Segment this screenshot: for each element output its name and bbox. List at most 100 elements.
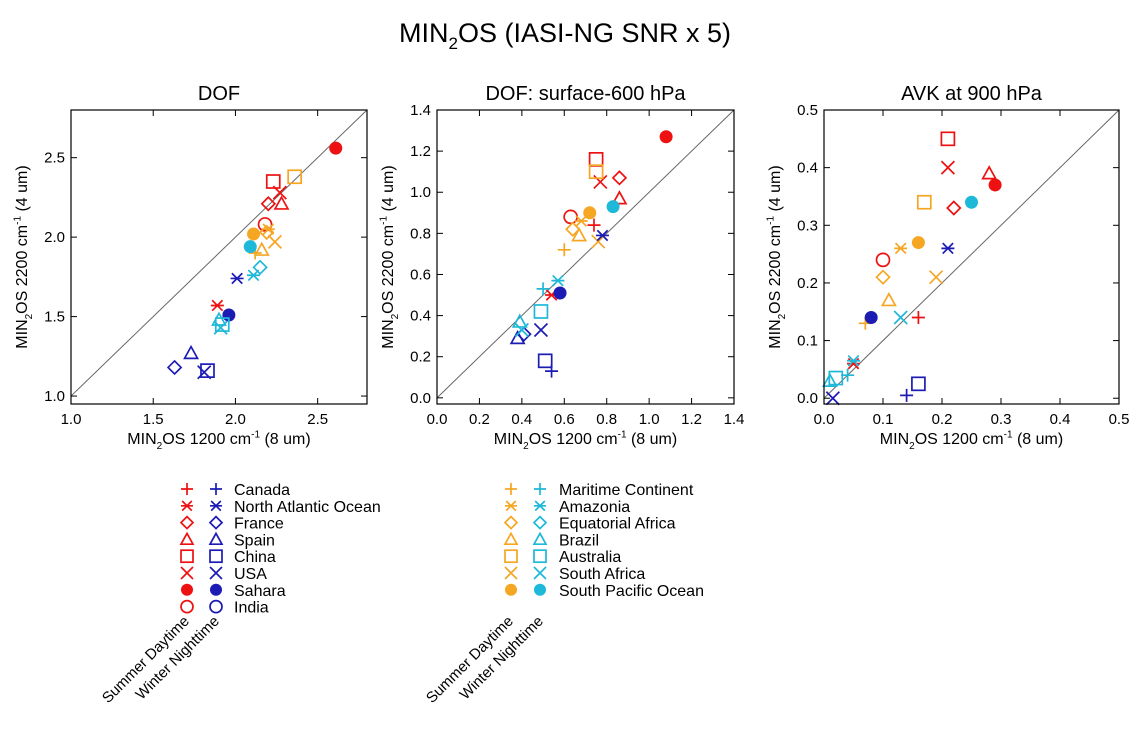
data-point-asterisk <box>210 299 224 312</box>
x-tick-label: 0.6 <box>554 411 575 428</box>
data-point-filled-circle <box>243 240 257 254</box>
data-point-plus <box>557 243 571 257</box>
x-tick-label: 0.0 <box>814 411 835 428</box>
legend-label: South Africa <box>559 566 645 583</box>
data-point-triangle <box>880 291 897 307</box>
data-point-x <box>893 310 908 325</box>
legend-marker-summer <box>181 583 193 596</box>
data-point-x <box>940 160 956 175</box>
figure-title-prefix: MIN <box>399 18 449 48</box>
data-point-diamond <box>252 259 268 276</box>
y-tick-label: 2.5 <box>44 150 65 167</box>
panels: DOF 1.0 1.5 2.0 2.5 1.0 1.5 2.0 2.5 MIN2OS 1200 c… <box>13 83 1130 452</box>
legend-marker-winter <box>209 549 223 564</box>
y-tick-label: 0.6 <box>410 266 431 283</box>
legend-entry: China <box>180 549 276 566</box>
scatter-panel-1: DOF 1.0 1.5 2.0 2.5 1.0 1.5 2.0 2.5 MIN2OS 1200 c… <box>13 83 368 452</box>
y-tick-label: 0.0 <box>797 390 818 407</box>
data-point-asterisk <box>941 242 955 255</box>
x-tick-label: 0.1 <box>873 411 894 428</box>
data-point-square <box>287 169 302 185</box>
y-tick-label: 1.4 <box>410 102 431 119</box>
legend-marker-summer <box>503 515 519 530</box>
legend-marker-summer <box>504 549 518 564</box>
legend-marker-winter <box>534 500 546 512</box>
data-point-filled-circle <box>911 236 925 250</box>
legend-label: Brazil <box>559 532 599 549</box>
legend-entry: France <box>179 515 284 533</box>
data-point-asterisk <box>595 229 609 242</box>
data-point-square <box>200 363 215 378</box>
legend-marker-summer <box>180 566 194 580</box>
legend-marker-summer <box>181 483 193 495</box>
legend-marker-winter <box>534 583 546 596</box>
data-point-triangle <box>981 165 998 180</box>
legend-marker-summer <box>180 599 194 614</box>
y-tick-label: 0.4 <box>410 308 431 325</box>
legend-label: Spain <box>234 532 275 549</box>
legend-label: Amazonia <box>559 499 630 516</box>
plot-frame <box>823 109 1120 405</box>
data-point-asterisk <box>574 215 588 227</box>
data-point-filled-circle <box>329 141 343 155</box>
legend-marker-summer <box>179 515 195 530</box>
data-point-plus <box>536 282 550 296</box>
y-tick-label: 2.0 <box>44 229 65 246</box>
legend-marker-winter <box>208 531 224 546</box>
x-tick-label: 1.0 <box>639 411 660 428</box>
data-point-circle <box>257 217 273 232</box>
data-point-x <box>928 270 944 285</box>
legend-label: France <box>234 516 284 533</box>
data-point-triangle <box>509 329 526 345</box>
legend-marker-summer <box>505 483 517 495</box>
legend-marker-winter <box>209 566 223 580</box>
data-point-x <box>591 234 606 249</box>
x-tick-label: 0.4 <box>511 411 532 428</box>
legend-marker-winter <box>210 583 222 596</box>
y-tick-label: 0.1 <box>797 333 818 350</box>
data-point-diamond <box>166 359 183 376</box>
y-tick-label: 0.5 <box>797 102 818 119</box>
legend-marker-winter <box>208 515 224 530</box>
legend-entry: Canada <box>181 482 290 499</box>
data-point-triangle <box>183 344 199 360</box>
legend-entry: North Atlantic Ocean <box>181 499 381 516</box>
x-axis-label: MIN2OS 1200 cm-1 (8 um) <box>127 430 310 452</box>
data-point-square <box>533 304 549 319</box>
y-tick-label: 0.4 <box>797 160 818 177</box>
y-tick-label: 0.8 <box>410 225 431 242</box>
data-point-filled-circle <box>659 130 673 144</box>
x-tick-label: 0.2 <box>932 411 953 428</box>
data-point-square <box>214 317 230 332</box>
data-point-triangle <box>821 372 838 387</box>
legend-entry: South Pacific Ocean <box>505 583 704 600</box>
data-point-asterisk <box>894 242 908 255</box>
plot-frame <box>70 109 368 405</box>
y-tick-label: 0.3 <box>797 217 818 234</box>
data-point-filled-circle <box>988 178 1002 192</box>
figure-title: MIN2OS (IASI-NG SNR x 5) <box>399 18 731 53</box>
x-tick-label: 0.2 <box>469 411 490 428</box>
legend-marker-summer <box>180 549 194 564</box>
legend-label: Equatorial Africa <box>559 516 676 533</box>
y-tick-label: 1.5 <box>44 309 65 326</box>
y-axis-label: MIN2OS 2200 cm-1 (4 um) <box>766 165 788 348</box>
data-point-diamond <box>946 200 962 216</box>
y-tick-label: 1.0 <box>410 184 431 201</box>
legend-marker-winter <box>532 531 548 546</box>
y-tick-label: 0.0 <box>410 390 431 407</box>
data-point-triangle <box>253 241 270 256</box>
data-point-filled-circle <box>606 200 620 214</box>
legend-marker-winter <box>532 515 548 530</box>
x-tick-label: 0.4 <box>1050 411 1071 428</box>
data-point-x <box>825 391 840 406</box>
legend-marker-winter <box>533 549 547 564</box>
x-tick-label: 0.8 <box>596 411 617 428</box>
data-point-circle <box>875 252 891 268</box>
legend-marker-summer <box>504 566 518 580</box>
plot-frame <box>436 109 735 405</box>
x-tick-label: 1.4 <box>724 411 745 428</box>
data-point-x <box>514 322 529 338</box>
